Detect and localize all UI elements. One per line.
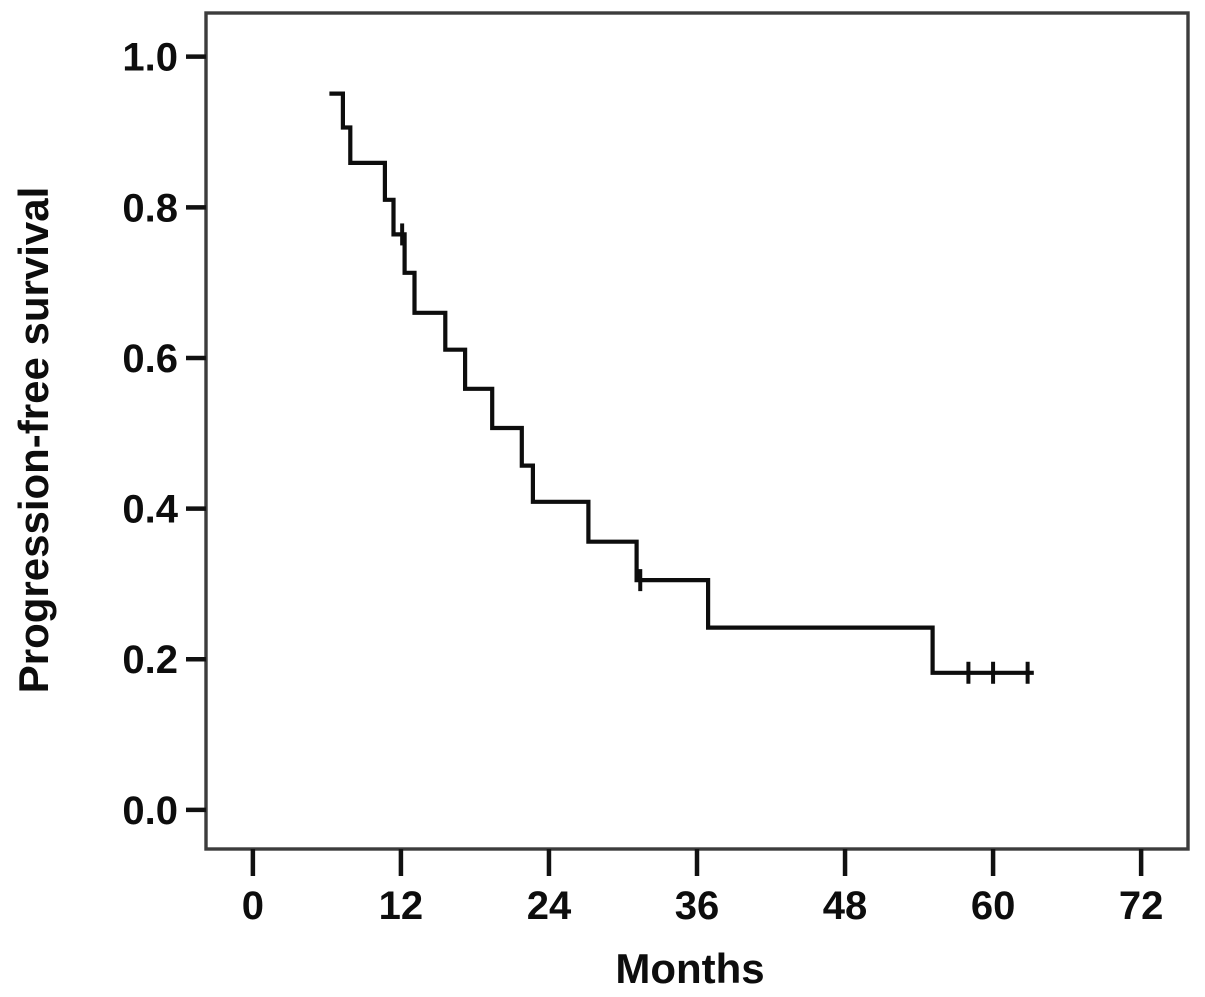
plot-generated-layer: 0 12 24 36 48 60 72 0.0 0.2 0.4 0.6 0.8 1.0 xyxy=(122,11,1190,928)
y-tick-label: 0.4 xyxy=(122,488,178,532)
y-tick-label: 0.2 xyxy=(122,638,178,682)
y-tick-label: 0.6 xyxy=(122,337,178,381)
x-tick-label: 12 xyxy=(379,884,424,928)
survival-curve xyxy=(329,91,1034,675)
y-tick-label: 0.0 xyxy=(122,789,178,833)
x-tick-label: 48 xyxy=(823,884,868,928)
x-tick-label: 36 xyxy=(675,884,720,928)
x-tick-label: 72 xyxy=(1119,884,1164,928)
plot-border xyxy=(204,11,1190,851)
x-tick-label: 0 xyxy=(242,884,264,928)
x-axis-title: Months xyxy=(615,945,764,992)
y-tick-label: 1.0 xyxy=(122,36,178,80)
x-tick-label: 24 xyxy=(527,884,572,928)
x-tick-label: 60 xyxy=(971,884,1016,928)
y-tick-label: 0.8 xyxy=(122,186,178,230)
y-axis-title: Progression-free survival xyxy=(10,187,57,694)
